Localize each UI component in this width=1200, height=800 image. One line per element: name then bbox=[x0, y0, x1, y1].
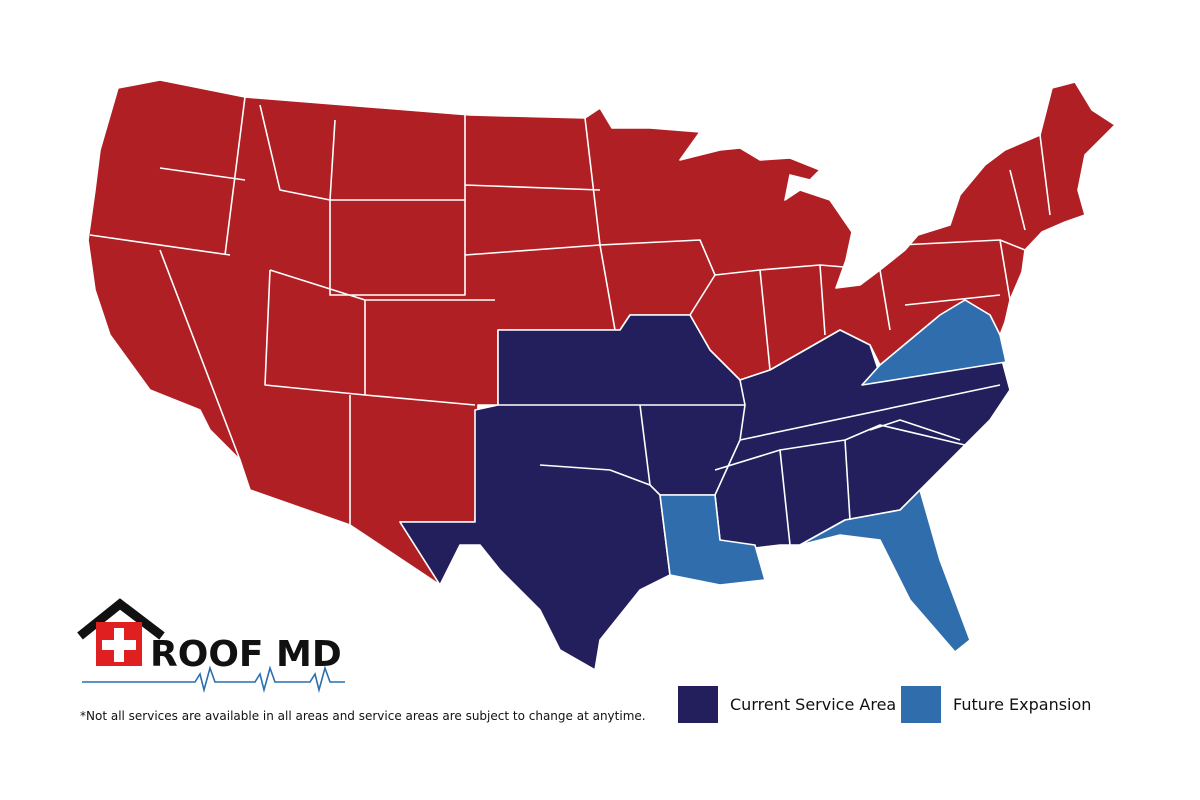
logo-text: ROOF MD bbox=[150, 634, 342, 675]
legend-label: Future Expansion bbox=[953, 695, 1091, 714]
current-service-region bbox=[399, 314, 1011, 671]
logo-cross bbox=[102, 628, 136, 662]
virginia bbox=[861, 299, 1007, 386]
legend-swatch bbox=[678, 686, 718, 723]
louisiana bbox=[659, 494, 766, 586]
state-borders bbox=[89, 96, 1051, 546]
logo-roof bbox=[77, 598, 165, 640]
logo-heartbeat bbox=[82, 665, 345, 694]
future-expansion-region bbox=[659, 299, 1007, 653]
footnote: *Not all services are available in all a… bbox=[80, 709, 646, 723]
legend-label: Current Service Area bbox=[730, 695, 896, 714]
logo: ROOF MD bbox=[77, 598, 345, 694]
florida bbox=[799, 489, 971, 653]
legend-swatch bbox=[901, 686, 941, 723]
